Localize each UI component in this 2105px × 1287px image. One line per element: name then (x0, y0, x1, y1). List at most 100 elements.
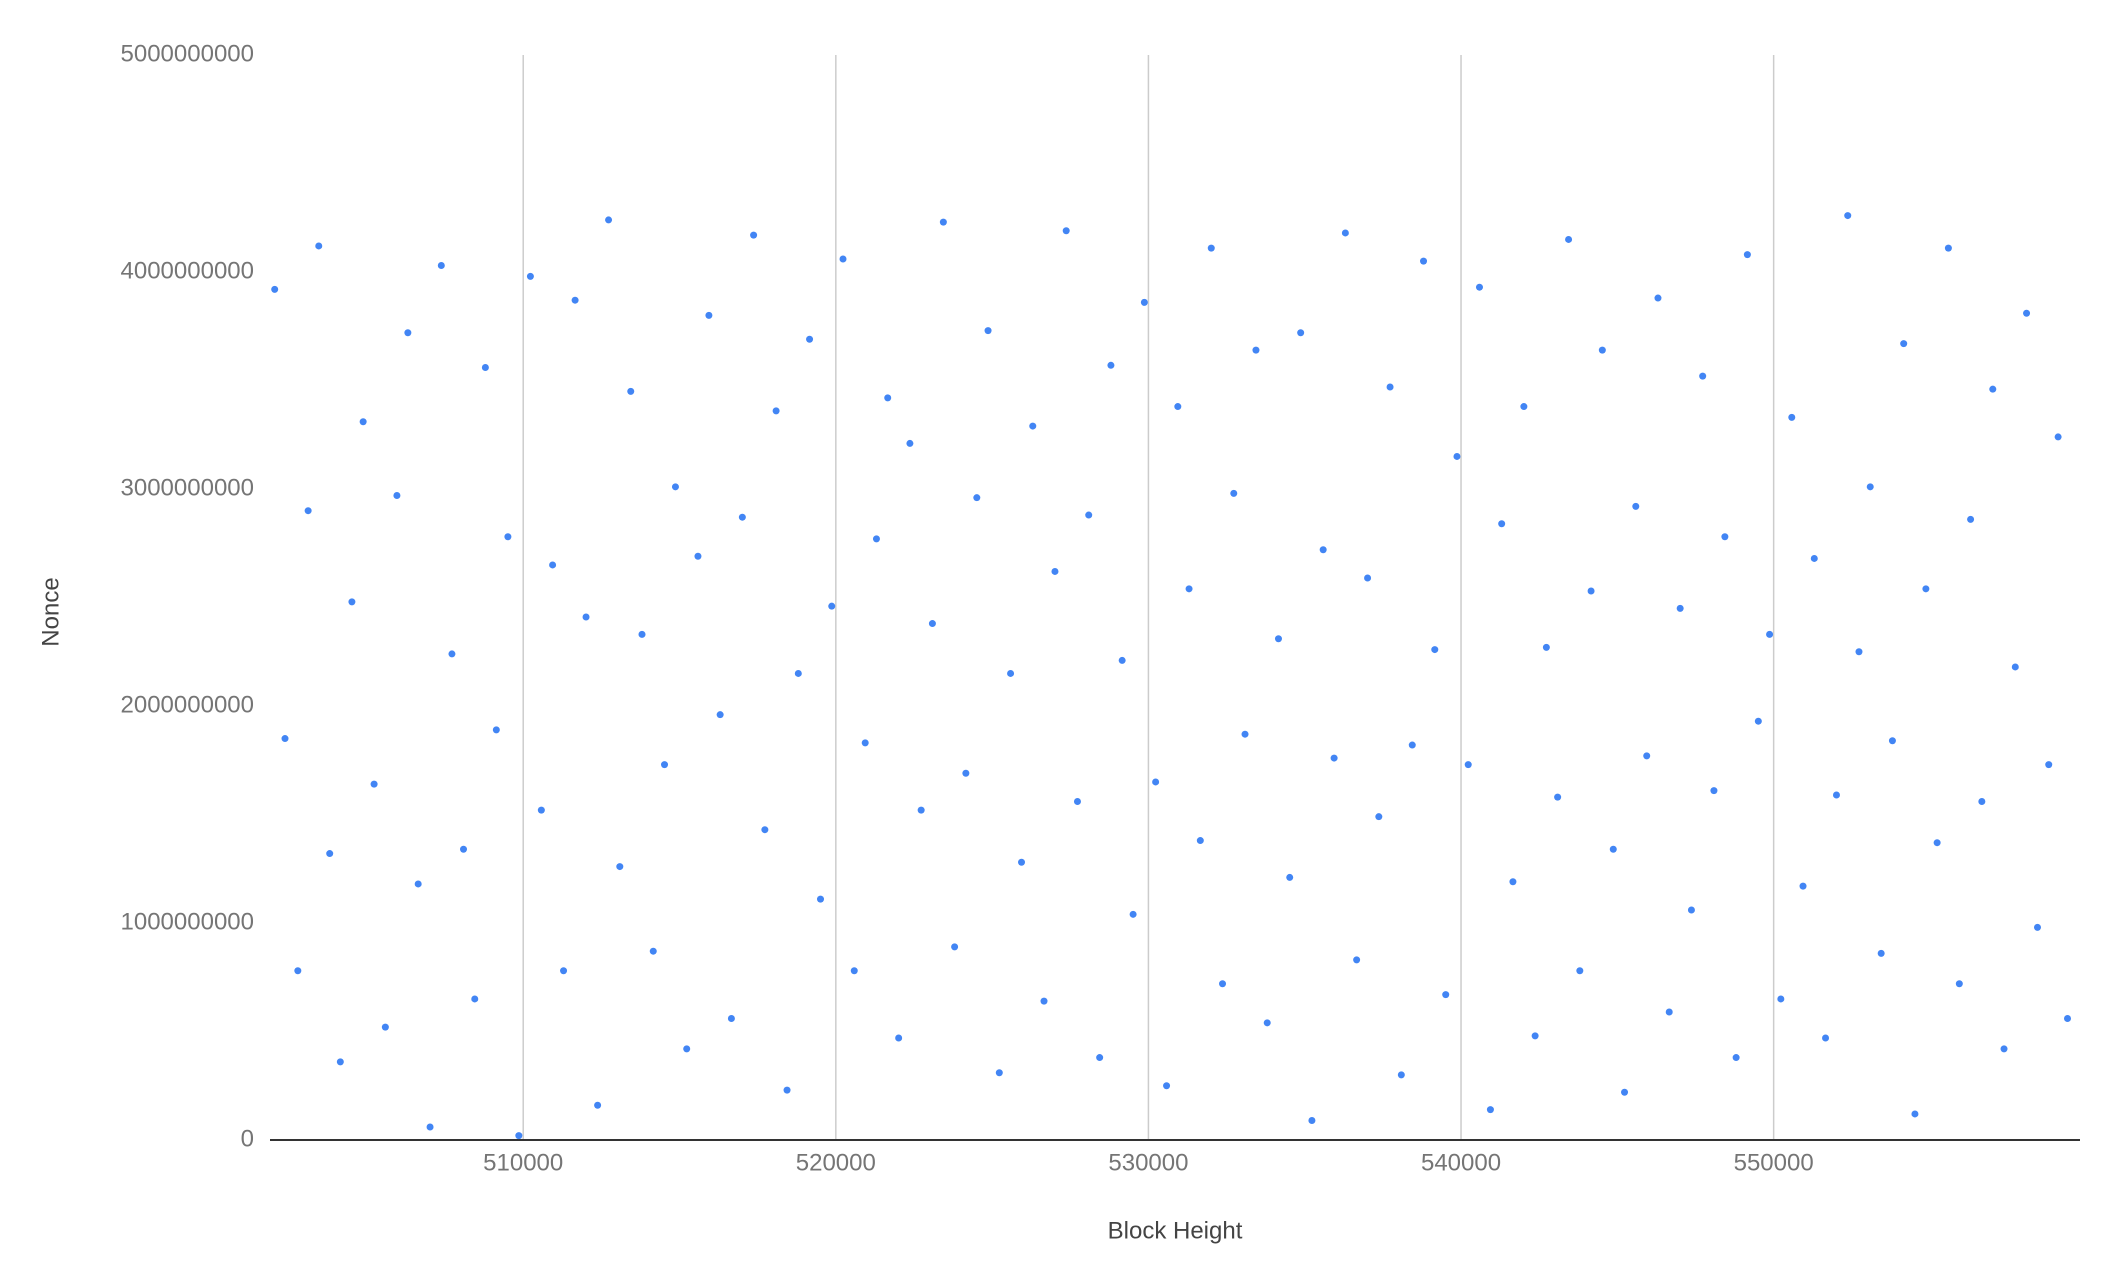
point (995, 1069, 1003, 1077)
point (727, 1014, 735, 1022)
point (738, 513, 746, 521)
point (1286, 873, 1294, 881)
point (1699, 372, 1707, 380)
point (2023, 309, 2031, 317)
point (326, 850, 334, 858)
point (1297, 329, 1305, 337)
x-tick-label: 510000 (483, 1149, 563, 1176)
point (917, 806, 925, 814)
point (460, 845, 468, 853)
point (1888, 737, 1896, 745)
point (1442, 991, 1450, 999)
point (716, 711, 724, 719)
point (1777, 995, 1785, 1003)
point (2033, 923, 2041, 931)
point (1029, 422, 1037, 430)
point (1420, 257, 1428, 265)
point (348, 598, 356, 606)
point (1096, 1054, 1104, 1062)
point (1241, 730, 1249, 738)
point (1129, 910, 1137, 918)
point (627, 387, 635, 395)
point (794, 669, 802, 677)
point (560, 967, 568, 975)
y-tick-label: 3000000000 (121, 474, 254, 501)
point (315, 242, 323, 250)
point (1531, 1032, 1539, 1040)
point (582, 613, 590, 621)
point (694, 552, 702, 560)
point (1062, 227, 1070, 235)
point (638, 630, 646, 638)
point (1866, 483, 1874, 491)
point (594, 1101, 602, 1109)
y-tick-label: 0 (241, 1125, 254, 1152)
point (1308, 1116, 1316, 1124)
point (393, 492, 401, 500)
point (2045, 761, 2053, 769)
point (1911, 1110, 1919, 1118)
point (939, 218, 947, 226)
point (437, 261, 445, 269)
point (850, 967, 858, 975)
point (1766, 630, 1774, 638)
point (984, 327, 992, 335)
point (1832, 791, 1840, 799)
point (750, 231, 758, 239)
point (828, 602, 836, 610)
point (1877, 949, 1885, 957)
point (605, 216, 613, 224)
point (1486, 1106, 1494, 1114)
point (359, 418, 367, 426)
point (1933, 839, 1941, 847)
point (772, 407, 780, 415)
point (839, 255, 847, 263)
point (1822, 1034, 1830, 1042)
point (1353, 956, 1361, 964)
point (1710, 787, 1718, 795)
point (1788, 413, 1796, 421)
point (705, 311, 713, 319)
point (616, 863, 624, 871)
point (973, 494, 981, 502)
point (895, 1034, 903, 1042)
y-tick-label: 1000000000 (121, 908, 254, 935)
point (1475, 283, 1483, 291)
point (571, 296, 579, 304)
point (1185, 585, 1193, 593)
point (1341, 229, 1349, 237)
point (448, 650, 456, 658)
point (806, 335, 814, 343)
point (1040, 997, 1048, 1005)
point (1073, 797, 1081, 805)
point (404, 329, 412, 337)
point (1007, 669, 1015, 677)
point (1621, 1088, 1629, 1096)
point (671, 483, 679, 491)
y-tick-label: 5000000000 (121, 40, 254, 67)
point (1844, 212, 1852, 220)
point (1643, 752, 1651, 760)
point (1810, 554, 1818, 562)
point (761, 826, 769, 834)
point (1922, 585, 1930, 593)
point (962, 769, 970, 777)
x-tick-label: 550000 (1734, 1149, 1814, 1176)
point (414, 880, 422, 888)
point (1855, 648, 1863, 656)
point (271, 285, 279, 293)
point (661, 761, 669, 769)
y-axis-title: Nonce (37, 577, 64, 646)
point (1967, 515, 1975, 523)
point (1654, 294, 1662, 302)
point (2063, 1014, 2071, 1022)
point (649, 947, 657, 955)
point (1230, 489, 1238, 497)
point (2054, 433, 2062, 441)
point (1386, 383, 1394, 391)
point (1453, 452, 1461, 460)
y-tick-label: 2000000000 (121, 691, 254, 718)
point (515, 1132, 523, 1140)
point (1900, 340, 1908, 348)
